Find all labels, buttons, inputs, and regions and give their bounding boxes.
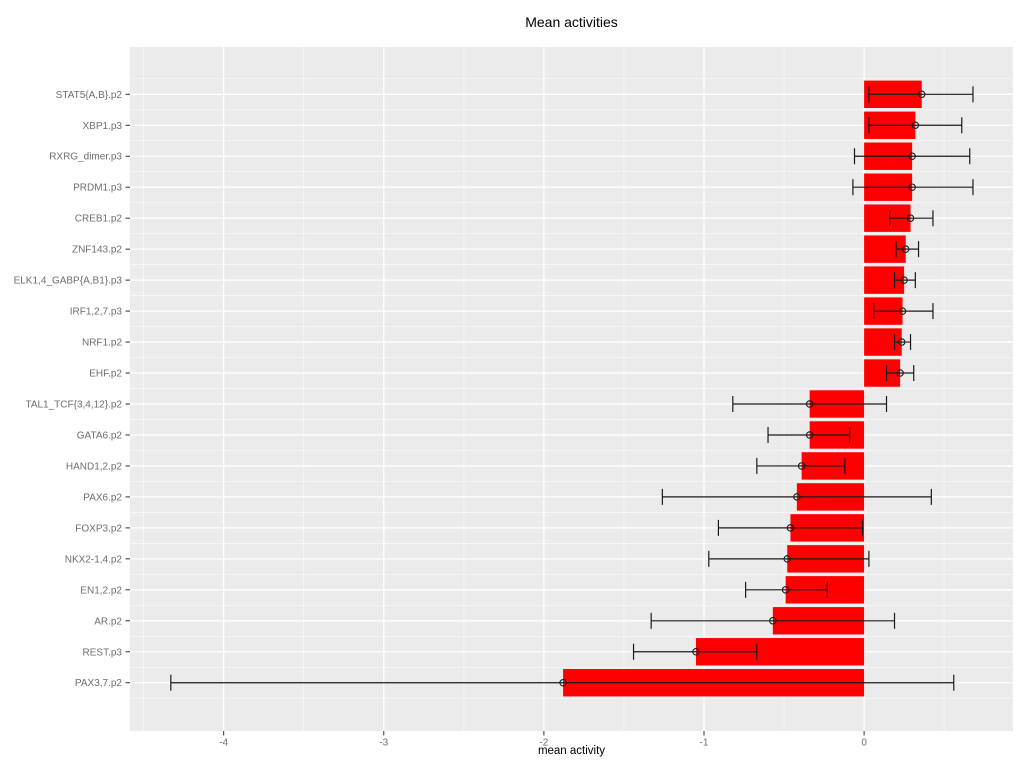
point-estimate	[917, 90, 926, 99]
x-tick-label: -2	[539, 738, 548, 749]
x-tick-label: -3	[379, 738, 388, 749]
y-tick-label: IRF1,2,7.p3	[70, 307, 123, 318]
y-tick-label: CREB1.p2	[75, 214, 123, 225]
y-tick-label: PAX6.p2	[83, 492, 122, 503]
point-estimate	[781, 586, 790, 594]
y-tick-label: REST.p3	[83, 647, 123, 658]
y-tick-label: EN1,2.p2	[80, 585, 122, 596]
point-estimate	[805, 431, 814, 439]
y-tick-label: GATA6.p2	[77, 430, 123, 441]
y-tick-label: ELK1,4_GABP{A,B1}.p3	[14, 276, 123, 287]
point-estimate	[897, 338, 906, 346]
y-tick-label: XBP1.p3	[83, 121, 123, 132]
point-estimate	[769, 617, 777, 625]
x-tick-label: -1	[700, 738, 709, 749]
y-tick-label: AR.p2	[94, 616, 122, 627]
point-estimate	[797, 462, 806, 470]
point-estimate	[783, 555, 791, 563]
y-tick-label: TAL1_TCF{3,4,12}.p2	[25, 400, 122, 411]
x-tick-label: 0	[861, 738, 867, 749]
point-estimate	[900, 276, 908, 284]
y-tick-label: FOXP3.p2	[75, 523, 122, 534]
y-tick-label: STAT5{A,B}.p2	[56, 90, 123, 101]
point-estimate	[692, 648, 700, 656]
x-tick-label: -4	[219, 738, 228, 749]
y-tick-label: ZNF143.p2	[72, 245, 122, 256]
y-tick-label: RXRG_dimer.p3	[49, 152, 122, 163]
y-tick-label: EHF.p2	[89, 369, 122, 380]
y-tick-label: NKX2-1,4.p2	[65, 554, 123, 565]
y-tick-label: PRDM1.p3	[73, 183, 122, 194]
y-tick-label: HAND1,2.p2	[66, 461, 123, 472]
point-estimate	[805, 400, 814, 408]
point-estimate	[786, 524, 795, 532]
point-estimate	[559, 678, 567, 687]
point-estimate	[901, 245, 910, 253]
point-estimate	[906, 214, 915, 222]
point-estimate	[911, 121, 920, 130]
y-tick-label: PAX3,7.p2	[75, 678, 123, 689]
chart-title: Mean activities	[525, 14, 618, 30]
point-estimate	[908, 152, 916, 160]
point-estimate	[898, 307, 907, 315]
y-tick-label: NRF1.p2	[82, 338, 122, 349]
point-estimate	[896, 369, 904, 377]
point-estimate	[908, 183, 916, 191]
point-estimate	[793, 493, 801, 501]
x-axis-label: mean activity	[537, 745, 606, 757]
